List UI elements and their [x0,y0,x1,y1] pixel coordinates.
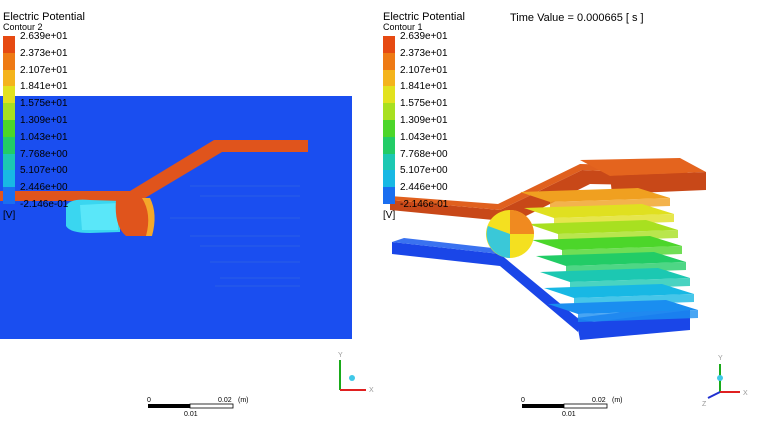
legend-swatch [383,69,395,87]
legend-swatch [3,52,15,70]
scale-unit: (m) [612,397,623,404]
fin-top [536,252,686,266]
legend-label: 1.841e+01 [400,81,448,93]
legend-swatch [383,103,395,120]
scale-start: 0 [521,397,525,404]
legend-label: 2.446e+00 [400,182,448,194]
fin-top [548,300,698,314]
conductor-strip [0,140,308,201]
time-value: Time Value = 0.000665 [ s ] [510,12,644,24]
legend-swatch [3,119,15,137]
fin-top [524,204,674,218]
legend-label: -2.146e-01 [20,199,69,210]
fin-top [544,284,694,298]
left-axis-triad: Y X [338,352,374,394]
color-legend-bar [3,36,15,204]
legend-label: 1.309e+01 [20,115,68,126]
color-legend-bar [383,36,395,204]
legend-label: 1.575e+01 [20,98,68,110]
electrode-high [115,194,152,236]
legend-subtitle: Contour 2 [3,22,43,32]
legend-swatch [383,52,395,70]
fin-top [540,268,690,282]
legend-label: 7.768e+00 [20,148,68,160]
legend-swatch [3,103,15,120]
scale-mid: 0.01 [184,411,198,418]
legend-label: 5.107e+00 [20,165,68,177]
legend-label: 1.043e+01 [400,131,448,143]
scale-mid: 0.01 [562,411,576,418]
right-scale-bar: 0 0.02 (m) 0.01 [521,397,623,418]
legend-label: 5.107e+00 [400,165,448,177]
legend-label: 1.309e+01 [400,115,448,126]
legend-swatch [383,119,395,137]
fin-top [528,220,678,234]
legend-label: 2.639e+01 [20,31,68,42]
legend-unit: [V] [383,210,396,221]
fin-top [532,236,682,250]
legend-swatch [383,86,395,104]
legend-swatch [3,170,15,188]
left-scene: 0 0.02 (m) 0.01 Y X [0,96,374,418]
legend-unit: [V] [3,210,16,221]
legend-swatch [383,136,395,154]
right-axis-triad: Y X Z [702,355,748,408]
legend-label: 2.639e+01 [400,31,448,42]
lower-lead [392,242,580,332]
legend-label: 1.043e+01 [20,131,68,143]
fin-top [520,188,670,202]
legend-label: 2.446e+00 [20,182,68,194]
legend-swatch [3,69,15,87]
legend-swatch [383,36,395,53]
axis-x-label: X [369,387,374,394]
scale-unit: (m) [238,397,249,404]
axis-z-label: Z [702,401,707,408]
legend-swatch [3,153,15,171]
legend-label: -2.146e-01 [400,199,449,210]
scale-end: 0.02 [592,397,606,404]
legend-swatch [383,153,395,171]
scale-start: 0 [147,397,151,404]
fin-stack [520,188,698,322]
axis-x-label: X [743,390,748,397]
legend-subtitle: Contour 1 [383,22,423,32]
legend-title: Electric Potential [3,11,85,23]
fin-front [578,310,698,322]
fin-outlines [170,185,300,287]
legend-label: 1.575e+01 [400,98,448,110]
legend-swatch [3,86,15,104]
right-viewport[interactable]: 0 0.02 (m) 0.01 Y X Z Electric Potential… [380,0,760,427]
legend-title: Electric Potential [383,11,465,23]
legend-swatch [383,187,395,204]
legend-label: 2.373e+01 [20,47,68,59]
left-scale-bar: 0 0.02 (m) 0.01 [147,397,249,418]
legend-label: 2.107e+01 [400,64,448,76]
scale-end: 0.02 [218,397,232,404]
legend-swatch [383,170,395,188]
axis-y-label: Y [718,355,723,362]
legend-swatch [3,136,15,154]
legend-label: 7.768e+00 [400,148,448,160]
legend-label: 1.841e+01 [20,81,68,93]
left-viewport[interactable]: 0 0.02 (m) 0.01 Y X Electric Potential C… [0,0,380,427]
legend-swatch [3,36,15,53]
legend-label: 2.373e+01 [400,47,448,59]
axis-y-label: Y [338,352,343,359]
legend-label: 2.107e+01 [20,64,68,76]
right-scene: 0 0.02 (m) 0.01 Y X Z [390,158,748,418]
legend-swatch [3,187,15,204]
